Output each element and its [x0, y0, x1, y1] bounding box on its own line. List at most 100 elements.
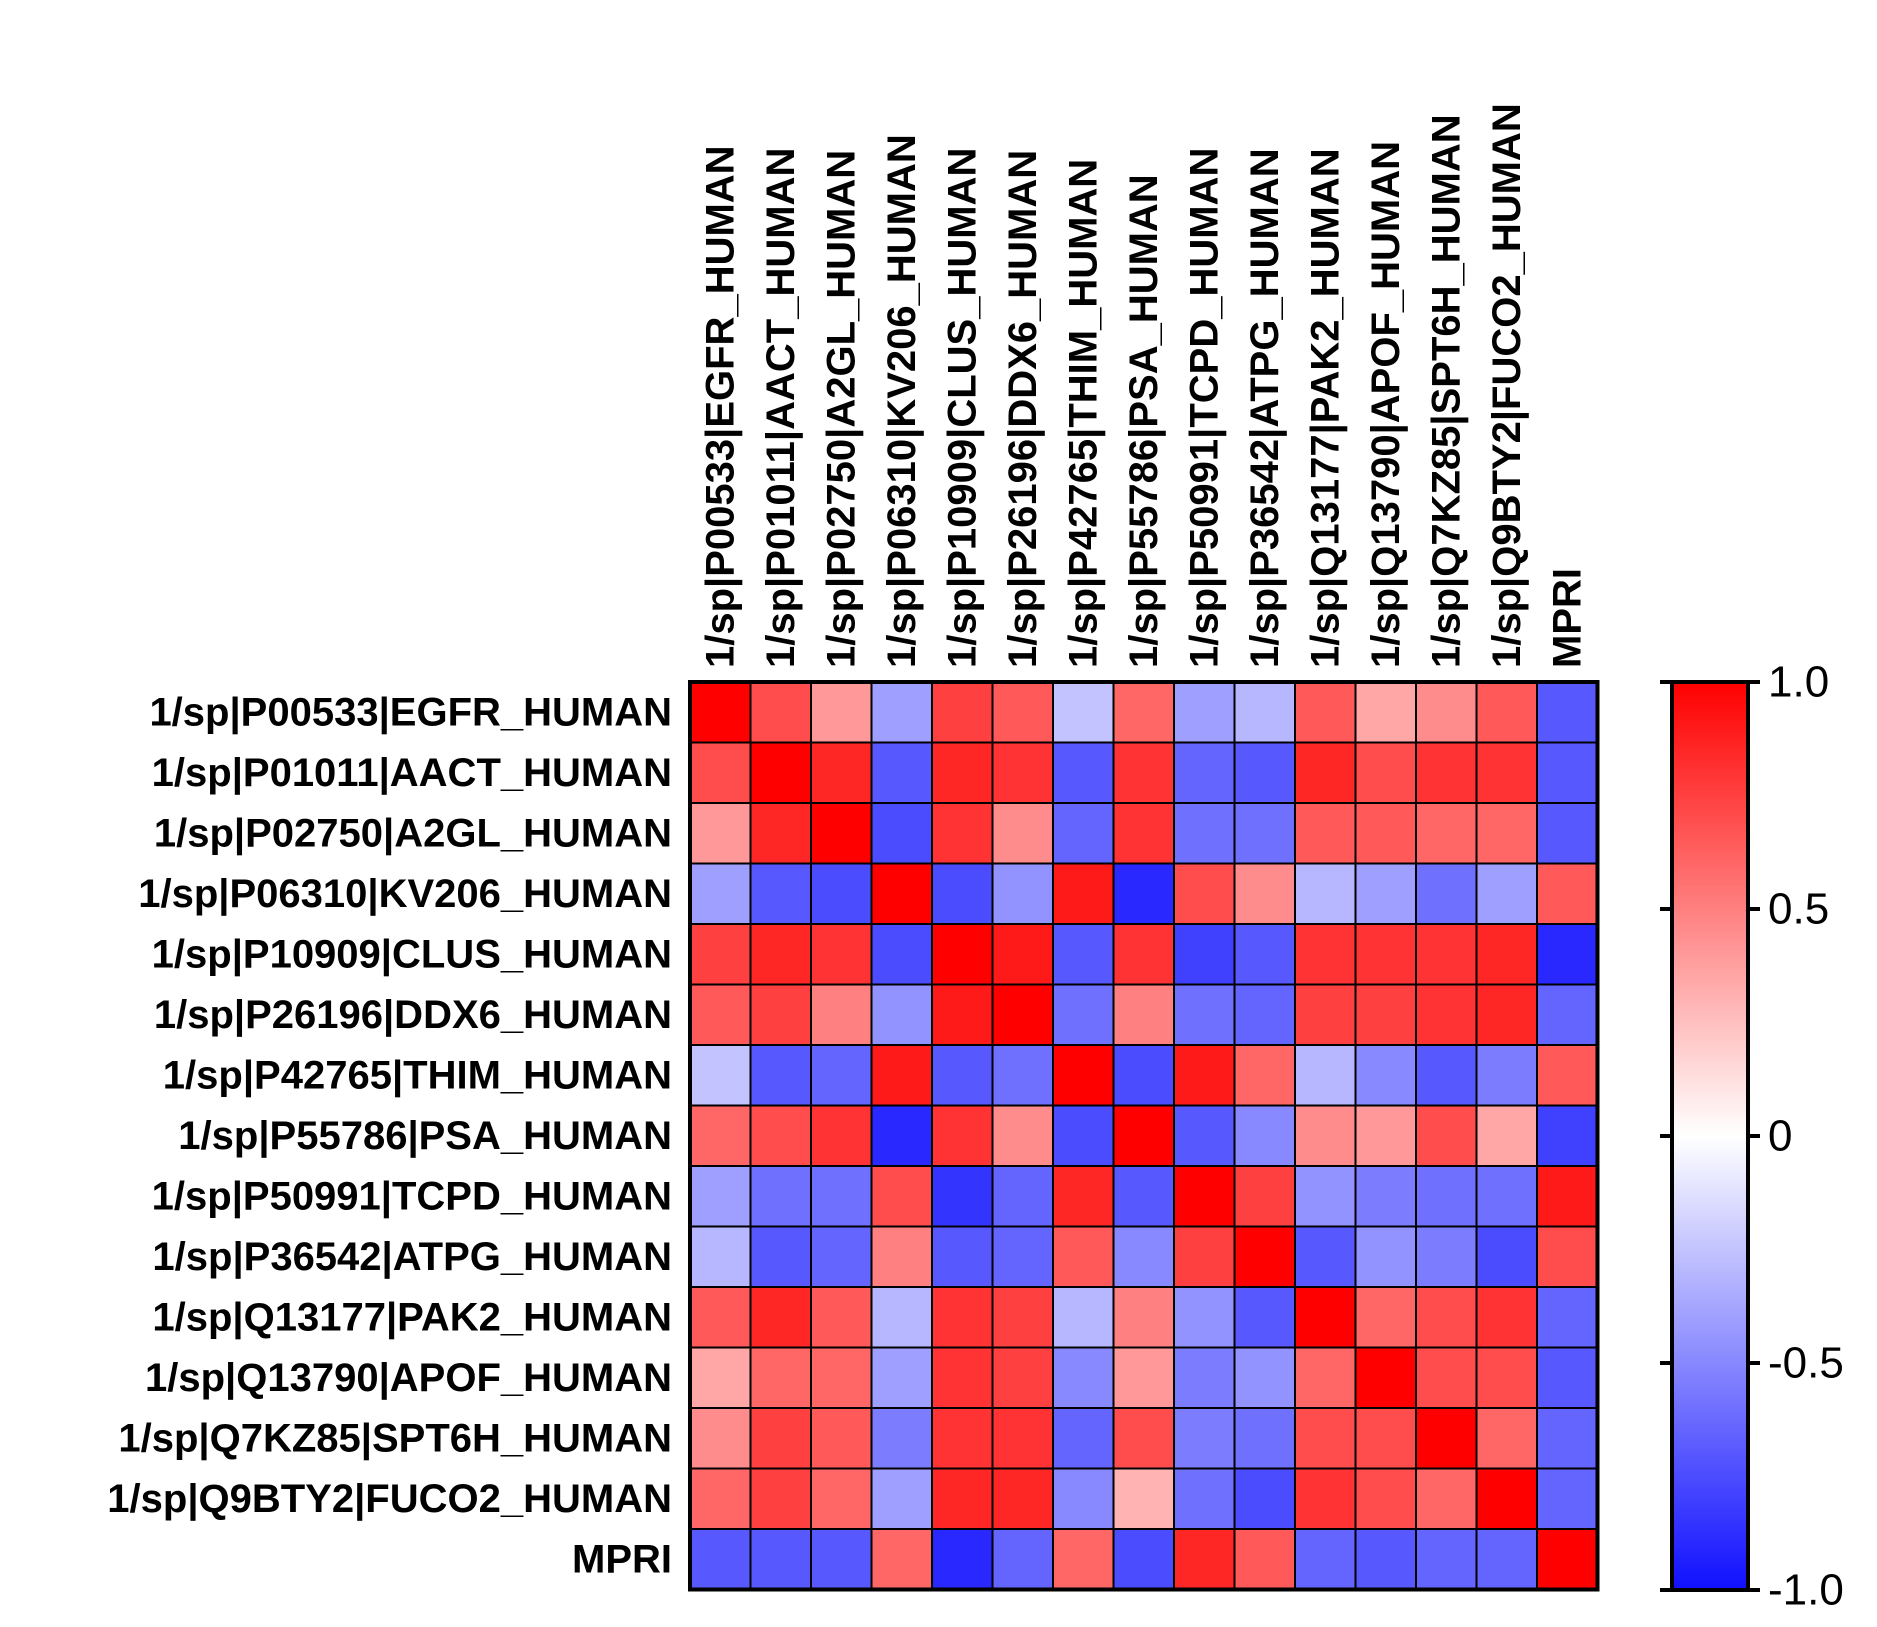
- heatmap-cell-r2-c10: [1294, 802, 1357, 865]
- heatmap-cell-r9-c13: [1475, 1225, 1538, 1288]
- heatmap-cell-r3-c5: [991, 862, 1054, 925]
- heatmap-cell-r4-c4: [931, 923, 994, 986]
- col-label-1-sp-q9bty2-fuco2-human: 1/sp|Q9BTY2|FUCO2_HUMAN: [1485, 103, 1529, 668]
- heatmap-cell-r12-c10: [1294, 1407, 1357, 1470]
- heatmap-cell-r6-c6: [1052, 1044, 1115, 1107]
- row-labels: 1/sp|P00533|EGFR_HUMAN 1/sp|P01011|AACT_H…: [107, 690, 672, 1581]
- heatmap-cell-r3-c13: [1475, 862, 1538, 925]
- heatmap-cell-r2-c6: [1052, 802, 1115, 865]
- colorbar-ticks: 1.0 0.5 0 -0.5 -1.0: [1660, 658, 1844, 1615]
- heatmap-cell-r2-c11: [1354, 802, 1417, 865]
- heatmap-cell-r12-c0: [689, 1407, 752, 1470]
- heatmap-cell-r13-c1: [749, 1467, 812, 1530]
- row-label-1-sp-q13177-pak2-human: 1/sp|Q13177|PAK2_HUMAN: [152, 1295, 672, 1339]
- colorbar: 1.0 0.5 0 -0.5 -1.0: [1660, 658, 1844, 1615]
- heatmap-cell-r10-c14: [1536, 1286, 1599, 1349]
- heatmap-cell-r14-c7: [1112, 1528, 1175, 1591]
- heatmap-cell-r1-c12: [1415, 741, 1478, 804]
- heatmap-cell-r0-c13: [1475, 681, 1538, 744]
- heatmap-cell-r5-c1: [749, 983, 812, 1046]
- col-label-1-sp-q13177-pak2-human: 1/sp|Q13177|PAK2_HUMAN: [1303, 148, 1347, 668]
- heatmap-border: [688, 680, 1600, 1592]
- heatmap-cell-r9-c7: [1112, 1225, 1175, 1288]
- heatmap-cell-r8-c4: [931, 1165, 994, 1228]
- heatmap-cell-r13-c14: [1536, 1467, 1599, 1530]
- heatmap-cell-r4-c10: [1294, 923, 1357, 986]
- heatmap-cell-r11-c13: [1475, 1346, 1538, 1409]
- heatmap-cell-r0-c5: [991, 681, 1054, 744]
- row-label-1-sp-p02750-a2gl-human: 1/sp|P02750|A2GL_HUMAN: [154, 811, 672, 855]
- heatmap-cell-r10-c13: [1475, 1286, 1538, 1349]
- row-label-mpri: MPRI: [572, 1537, 672, 1581]
- heatmap-cell-r7-c7: [1112, 1104, 1175, 1167]
- heatmap-cell-r1-c13: [1475, 741, 1538, 804]
- heatmap-cell-r9-c4: [931, 1225, 994, 1288]
- heatmap-cell-r5-c3: [870, 983, 933, 1046]
- heatmap-cell-r5-c13: [1475, 983, 1538, 1046]
- colorbar-tick-label-0: 1.0: [1768, 658, 1829, 707]
- heatmap-cell-r11-c14: [1536, 1346, 1599, 1409]
- heatmap-cell-r9-c9: [1233, 1225, 1296, 1288]
- heatmap-cell-r1-c9: [1233, 741, 1296, 804]
- heatmap-cell-r6-c9: [1233, 1044, 1296, 1107]
- heatmap-cell-r12-c3: [870, 1407, 933, 1470]
- heatmap-cell-r11-c2: [810, 1346, 873, 1409]
- row-label-1-sp-p00533-egfr-human: 1/sp|P00533|EGFR_HUMAN: [149, 690, 672, 734]
- heatmap-cell-r2-c12: [1415, 802, 1478, 865]
- heatmap-cell-r11-c10: [1294, 1346, 1357, 1409]
- heatmap-cell-r9-c12: [1415, 1225, 1478, 1288]
- col-label-1-sp-p26196-ddx6-human: 1/sp|P26196|DDX6_HUMAN: [1001, 150, 1045, 668]
- heatmap-cell-r5-c7: [1112, 983, 1175, 1046]
- heatmap-cell-r12-c14: [1536, 1407, 1599, 1470]
- heatmap-cell-r8-c11: [1354, 1165, 1417, 1228]
- heatmap-cell-r6-c7: [1112, 1044, 1175, 1107]
- heatmap-cell-r3-c10: [1294, 862, 1357, 925]
- heatmap-cell-r10-c8: [1173, 1286, 1236, 1349]
- col-label-1-sp-p42765-thim-human: 1/sp|P42765|THIM_HUMAN: [1061, 159, 1105, 668]
- heatmap-cell-r13-c12: [1415, 1467, 1478, 1530]
- heatmap-cell-r0-c7: [1112, 681, 1175, 744]
- heatmap-cell-r4-c7: [1112, 923, 1175, 986]
- heatmap-cell-r6-c0: [689, 1044, 752, 1107]
- heatmap-cell-r6-c13: [1475, 1044, 1538, 1107]
- heatmap-cell-r13-c3: [870, 1467, 933, 1530]
- heatmap-cell-r3-c12: [1415, 862, 1478, 925]
- heatmap-cell-r4-c12: [1415, 923, 1478, 986]
- heatmap-cell-r0-c14: [1536, 681, 1599, 744]
- heatmap-cell-r4-c5: [991, 923, 1054, 986]
- heatmap-cell-r10-c5: [991, 1286, 1054, 1349]
- col-label-1-sp-q13790-apof-human: 1/sp|Q13790|APOF_HUMAN: [1364, 141, 1408, 668]
- col-label-mpri: MPRI: [1545, 568, 1589, 668]
- heatmap-cell-r8-c0: [689, 1165, 752, 1228]
- heatmap-cell-r3-c8: [1173, 862, 1236, 925]
- col-label-1-sp-p01011-aact-human: 1/sp|P01011|AACT_HUMAN: [759, 148, 803, 668]
- heatmap-cell-r12-c5: [991, 1407, 1054, 1470]
- heatmap-cell-r9-c3: [870, 1225, 933, 1288]
- heatmap-cell-r3-c3: [870, 862, 933, 925]
- heatmap-cell-r9-c8: [1173, 1225, 1236, 1288]
- heatmap-cell-r7-c9: [1233, 1104, 1296, 1167]
- heatmap-cell-r12-c13: [1475, 1407, 1538, 1470]
- heatmap-cell-r5-c8: [1173, 983, 1236, 1046]
- row-label-1-sp-p50991-tcpd-human: 1/sp|P50991|TCPD_HUMAN: [152, 1174, 672, 1218]
- heatmap-cell-r3-c9: [1233, 862, 1296, 925]
- heatmap-cell-r8-c5: [991, 1165, 1054, 1228]
- col-label-1-sp-p50991-tcpd-human: 1/sp|P50991|TCPD_HUMAN: [1182, 148, 1226, 668]
- heatmap-cell-r2-c14: [1536, 802, 1599, 865]
- heatmap-cell-r6-c14: [1536, 1044, 1599, 1107]
- row-label-1-sp-q13790-apof-human: 1/sp|Q13790|APOF_HUMAN: [145, 1356, 672, 1400]
- heatmap-cell-r14-c10: [1294, 1528, 1357, 1591]
- heatmap-cell-r10-c6: [1052, 1286, 1115, 1349]
- heatmap-cell-r1-c1: [749, 741, 812, 804]
- heatmap-cell-r2-c1: [749, 802, 812, 865]
- heatmap-cell-r12-c2: [810, 1407, 873, 1470]
- heatmap-cell-r10-c7: [1112, 1286, 1175, 1349]
- heatmap-cell-r9-c14: [1536, 1225, 1599, 1288]
- heatmap-cell-r8-c12: [1415, 1165, 1478, 1228]
- heatmap-cell-r8-c9: [1233, 1165, 1296, 1228]
- colorbar-tick-label-4: -1.0: [1768, 1566, 1844, 1615]
- heatmap-cell-r6-c12: [1415, 1044, 1478, 1107]
- heatmap-cell-r8-c2: [810, 1165, 873, 1228]
- col-label-1-sp-q7kz85-spt6h-human: 1/sp|Q7KZ85|SPT6H_HUMAN: [1424, 114, 1468, 668]
- heatmap-cell-r5-c10: [1294, 983, 1357, 1046]
